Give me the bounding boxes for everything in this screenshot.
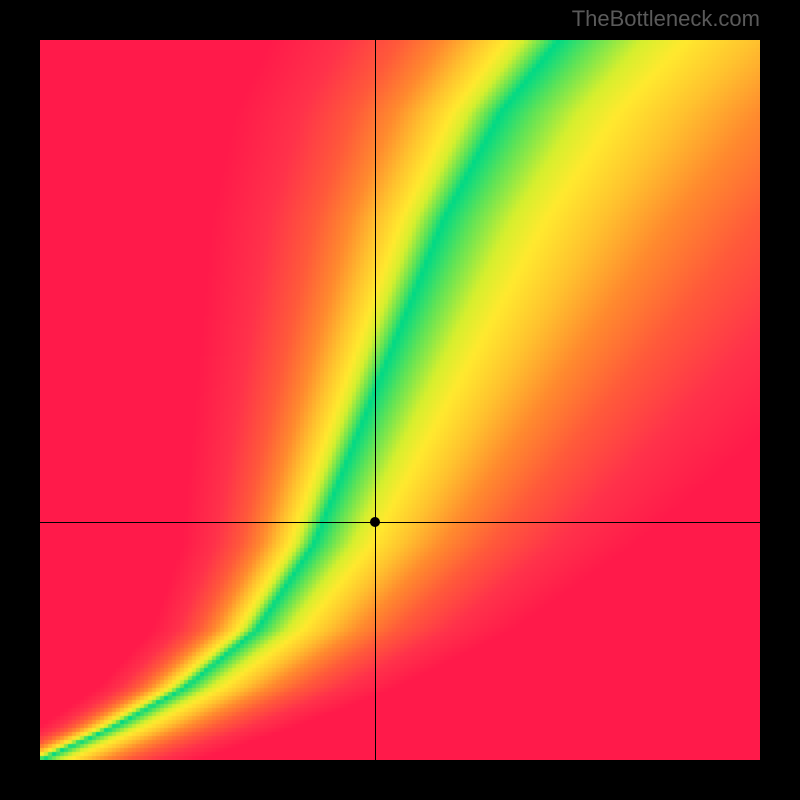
watermark-label: TheBottleneck.com xyxy=(572,6,760,32)
crosshair-horizontal xyxy=(40,522,760,523)
chart-container: TheBottleneck.com xyxy=(0,0,800,800)
heatmap-plot xyxy=(40,40,760,760)
heatmap-canvas xyxy=(40,40,760,760)
crosshair-vertical xyxy=(375,40,376,760)
crosshair-marker xyxy=(370,517,380,527)
